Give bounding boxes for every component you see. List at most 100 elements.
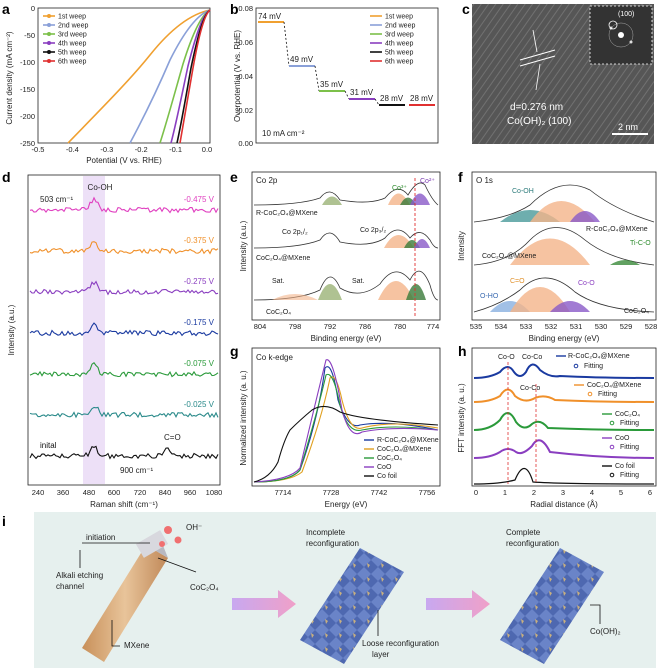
f-xtick: 535 xyxy=(470,322,483,331)
etch-label: Alkali etching channel xyxy=(56,571,103,591)
h-legend-fit: Fitting xyxy=(620,420,639,427)
a-curves xyxy=(67,9,211,144)
coc2o4-label: CoC₂O₄ xyxy=(190,583,219,592)
f-xtick: 530 xyxy=(595,322,608,331)
f-spectra xyxy=(473,184,655,313)
panel-label-b: b xyxy=(230,1,239,17)
a-legend-item: 4th weep xyxy=(58,41,87,48)
panel-label-g: g xyxy=(230,343,239,359)
oh-label: OH⁻ xyxy=(186,523,202,532)
complete-label: Complete reconfiguration xyxy=(506,528,559,548)
h-xlabel: Radial distance (Å) xyxy=(530,500,598,509)
a-ytick: -150 xyxy=(20,85,35,94)
g-title: Co k-edge xyxy=(256,353,293,362)
f-coo: Co-O xyxy=(578,280,595,287)
f-x-ticks: 535 534 533 532 531 530 529 528 xyxy=(470,322,658,331)
panel-d: d Intensity (a.u.) 240 360 480 600 720 8… xyxy=(2,169,222,509)
e-sample3: CoC₂O₄ xyxy=(266,309,291,316)
d-xlabel: Raman shift (cm⁻¹) xyxy=(90,500,158,509)
a-ytick: -100 xyxy=(20,58,35,67)
d-xtick: 840 xyxy=(159,488,172,497)
complete-rod xyxy=(500,548,604,664)
h-x-ticks: 0 1 2 3 4 5 6 xyxy=(474,488,652,497)
h-xtick: 6 xyxy=(648,488,652,497)
panel-e-frame xyxy=(251,171,441,321)
b-legend-item: 3rd weep xyxy=(385,32,414,39)
panel-label-c: c xyxy=(462,1,470,17)
pristine-rod xyxy=(82,530,169,662)
a-xtick: -0.5 xyxy=(32,145,45,154)
e-co2: Co²⁺ xyxy=(420,178,435,185)
raman-trace-label: -0.375 V xyxy=(184,236,215,245)
a-xtick: 0.0 xyxy=(202,145,212,154)
h-legend-fit: Fitting xyxy=(620,444,639,451)
g-legend-item: R-CoC₂O₄@MXene xyxy=(377,437,439,444)
e-xtick: 798 xyxy=(289,322,302,331)
d-x-ticks: 240 360 480 600 720 840 960 1080 xyxy=(32,488,223,497)
e-xlabel: Binding energy (eV) xyxy=(311,334,382,343)
etch-line-2: channel xyxy=(56,582,84,591)
f-xlabel: Binding energy (eV) xyxy=(529,334,600,343)
g-x-ticks: 7714 7728 7742 7756 xyxy=(275,488,436,497)
e-x-ticks: 804 798 792 786 780 774 xyxy=(254,322,440,331)
panel-f-frame xyxy=(471,171,657,321)
e-co3: Co³⁺ xyxy=(392,185,407,192)
a-legend-item: 5th weep xyxy=(58,50,87,57)
panel-i: i OH⁻ initiation Alkali etching channel C… xyxy=(2,512,656,668)
a-ytick: -50 xyxy=(24,31,35,40)
panel-a-y-ticks: 0 -50 -100 -150 -200 -250 xyxy=(20,4,35,148)
panel-label-a: a xyxy=(2,1,10,17)
a-xlabel: Potential (V vs. RHE) xyxy=(86,156,162,165)
b-ytick: 0.06 xyxy=(238,38,253,47)
h-xtick: 5 xyxy=(619,488,623,497)
b-legend-item: 6th weep xyxy=(385,59,414,66)
transition-arrow-1 xyxy=(232,590,296,618)
h-legend-item: CoC₂O₄ xyxy=(615,411,640,418)
d-spacing: d=0.276 nm xyxy=(510,102,563,113)
fft-label: (100) xyxy=(618,11,634,18)
f-co: C=O xyxy=(510,278,525,285)
panel-g-frame xyxy=(251,347,441,487)
d-ylabel: Intensity (a.u.) xyxy=(7,304,16,355)
a-xtick: -0.3 xyxy=(100,145,113,154)
e-title: Co 2p xyxy=(256,176,278,185)
a-curve-4 xyxy=(170,9,211,144)
d-xtick: 1080 xyxy=(206,488,223,497)
b-label: 49 mV xyxy=(290,55,314,64)
e-xtick: 804 xyxy=(254,322,267,331)
h-coco2: Co-Co xyxy=(520,385,540,392)
d-xtick: 480 xyxy=(83,488,96,497)
a-ytick: -200 xyxy=(20,112,35,121)
fft-spot-ring xyxy=(608,20,618,30)
a-xtick: -0.2 xyxy=(135,145,148,154)
panel-h-frame xyxy=(471,347,657,487)
panel-label-i: i xyxy=(2,513,6,529)
incomplete-line-2: reconfiguration xyxy=(306,539,359,548)
a-ylabel: Current density (mA cm⁻²) xyxy=(5,31,14,124)
h-xtick: 2 xyxy=(532,488,536,497)
h-coco: Co-Co xyxy=(522,354,542,361)
raman-trace-label: -0.175 V xyxy=(184,318,215,327)
oh-ion xyxy=(174,536,182,544)
f-xtick: 531 xyxy=(570,322,583,331)
a-curve-6 xyxy=(179,9,211,144)
b-label: 28 mV xyxy=(380,94,404,103)
b-legend: 1st weep 2nd weep 3rd weep 4th weep 5th … xyxy=(370,14,415,66)
phase-label: Co(OH)₂ (100) xyxy=(507,116,571,127)
e-sample2: CoC₂O₄@MXene xyxy=(256,255,310,262)
d-peak1: Co-OH xyxy=(88,183,113,192)
d-xtick: 360 xyxy=(57,488,70,497)
a-curve-1 xyxy=(67,9,211,144)
raman-trace xyxy=(29,280,219,296)
a-legend-item: 1st weep xyxy=(58,14,86,21)
b-note: 10 mA cm⁻² xyxy=(262,129,305,138)
h-xtick: 3 xyxy=(561,488,565,497)
f-xtick: 528 xyxy=(645,322,658,331)
incomplete-rod xyxy=(300,548,404,664)
oh-ion xyxy=(159,541,165,547)
d-xtick: 720 xyxy=(134,488,147,497)
d-xtick: 600 xyxy=(108,488,121,497)
h-legend-item: R-CoC₂O₄@MXene xyxy=(568,353,630,360)
d-highlight xyxy=(83,176,105,484)
a-ytick: 0 xyxy=(31,4,35,13)
